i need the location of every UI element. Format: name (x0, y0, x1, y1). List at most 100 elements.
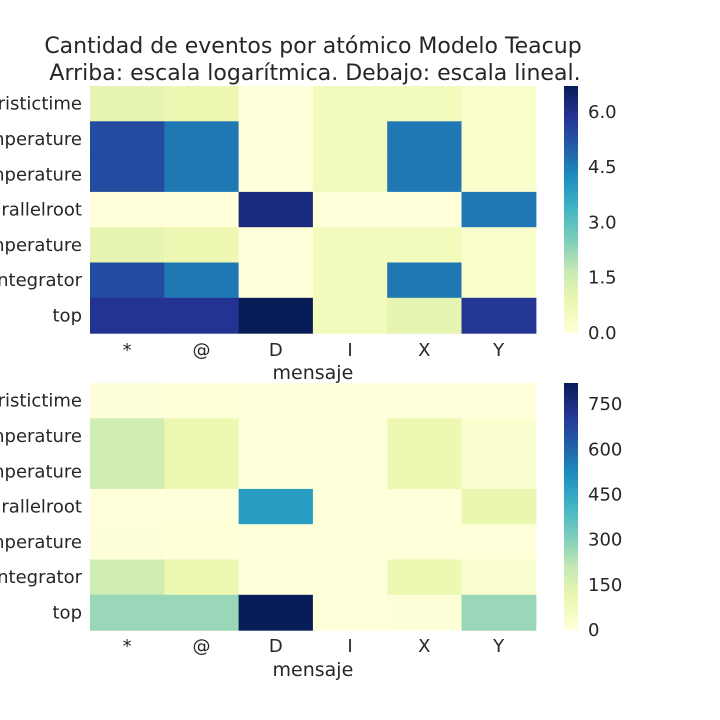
heatmap-panel-1: eristictime mperature mperature arallelroot… (0, 86, 617, 384)
colorbar (564, 86, 578, 333)
heatmap-cell (387, 559, 463, 596)
heatmap-cell (461, 262, 537, 299)
heatmap-cell (238, 488, 314, 525)
heatmap-cell (387, 453, 463, 490)
heatmap-cell (90, 559, 165, 596)
heatmap-cell (164, 418, 240, 455)
heatmap-cell (461, 594, 537, 631)
heatmap-cell (164, 488, 240, 525)
colorbar-tick-label: 150 (588, 575, 622, 596)
heatmap-cell (387, 418, 463, 455)
heatmap-cell (387, 191, 463, 228)
y-tick-label: arallelroot (0, 497, 82, 518)
heatmap-cell (238, 594, 314, 631)
heatmap-cell (387, 156, 463, 193)
heatmap-cell (238, 418, 314, 455)
heatmap-panel-2: eristictime mperature mperature arallelroot… (0, 383, 622, 681)
colorbar-tick-label: 3.0 (588, 212, 617, 233)
heatmap-cell (461, 191, 537, 228)
heatmap-cell (238, 383, 314, 419)
colorbar-tick-label: 750 (588, 394, 622, 415)
x-tick-label: X (418, 636, 430, 657)
x-tick-label: D (269, 636, 283, 657)
heatmap-cell (461, 156, 537, 193)
heatmap-cell (312, 86, 388, 122)
y-tick-label: mperature (0, 129, 82, 150)
x-tick-label: @ (192, 636, 210, 657)
heatmap-cell (164, 121, 240, 158)
heatmap-cell (164, 191, 240, 228)
x-tick-label: X (418, 340, 430, 361)
heatmap-cell (90, 524, 165, 561)
heatmap-cell (461, 383, 537, 419)
heatmap-cell (238, 156, 314, 193)
y-tick-label: eristictime (0, 391, 82, 412)
heatmap-cell (312, 453, 388, 490)
heatmap-cell (90, 262, 165, 299)
y-tick-label: mperature (0, 235, 82, 256)
colorbar-tick-label: 300 (588, 530, 622, 551)
heatmap-cell (312, 383, 388, 419)
x-tick-label: Y (492, 636, 505, 657)
heatmap-cell (90, 594, 165, 631)
x-tick-label: D (269, 340, 283, 361)
y-tick-label: arallelroot (0, 200, 82, 221)
heatmap-cell (387, 86, 463, 122)
heatmap-cell (312, 418, 388, 455)
y-tick-label: top (53, 305, 83, 326)
heatmap-cell (90, 383, 165, 419)
x-axis-label: mensaje (273, 659, 354, 681)
heatmap-cell (387, 488, 463, 525)
y-tick-label: mperature (0, 426, 82, 447)
heatmap-cell (387, 594, 463, 631)
y-tick-label: integrator (0, 270, 83, 291)
heatmap-cell (238, 524, 314, 561)
heatmap-cell (90, 227, 165, 264)
heatmap-cell (238, 86, 314, 122)
y-tick-label: mperature (0, 164, 82, 185)
x-tick-label: @ (192, 340, 210, 361)
heatmap-cell (90, 156, 165, 193)
heatmap-cell (90, 297, 165, 334)
x-tick-label: * (123, 636, 132, 657)
heatmap-cell (312, 262, 388, 299)
heatmap-cell (90, 86, 165, 122)
heatmap-cell (164, 227, 240, 264)
heatmap-cell (90, 488, 165, 525)
colorbar-tick-label: 0 (588, 620, 599, 641)
x-axis-label: mensaje (273, 362, 354, 384)
heatmap-cell (387, 383, 463, 419)
colorbar (564, 383, 578, 630)
heatmap-cell (387, 297, 463, 334)
heatmap-cell (90, 453, 165, 490)
heatmap-cell (312, 594, 388, 631)
heatmap-cell (164, 594, 240, 631)
chart-title-line1: Cantidad de eventos por atómico Modelo T… (44, 34, 581, 59)
heatmap-cell (312, 297, 388, 334)
y-tick-label: top (53, 602, 83, 623)
heatmap-cell (461, 524, 537, 561)
heatmap-cell (312, 191, 388, 228)
chart-title-line2: Arriba: escala logarítmica. Debajo: esca… (49, 61, 580, 86)
heatmap-cell (312, 227, 388, 264)
colorbar-tick-label: 6.0 (588, 102, 617, 123)
heatmap-cell (312, 488, 388, 525)
heatmap-cell (164, 383, 240, 419)
heatmap-cell (164, 559, 240, 596)
heatmap-cell (461, 86, 537, 122)
colorbar-tick-label: 1.5 (588, 268, 617, 289)
x-tick-label: * (123, 340, 132, 361)
heatmap-cell (238, 297, 314, 334)
x-tick-label: I (347, 340, 352, 361)
heatmap-cell (461, 418, 537, 455)
heatmap-cell (164, 156, 240, 193)
heatmap-cell (164, 86, 240, 122)
colorbar-tick-label: 450 (588, 484, 622, 505)
heatmap-cell (312, 559, 388, 596)
colorbar-tick-label: 4.5 (588, 157, 617, 178)
heatmap-cell (90, 418, 165, 455)
heatmap-cell (164, 524, 240, 561)
heatmap-cell (164, 297, 240, 334)
heatmap-cell (238, 191, 314, 228)
